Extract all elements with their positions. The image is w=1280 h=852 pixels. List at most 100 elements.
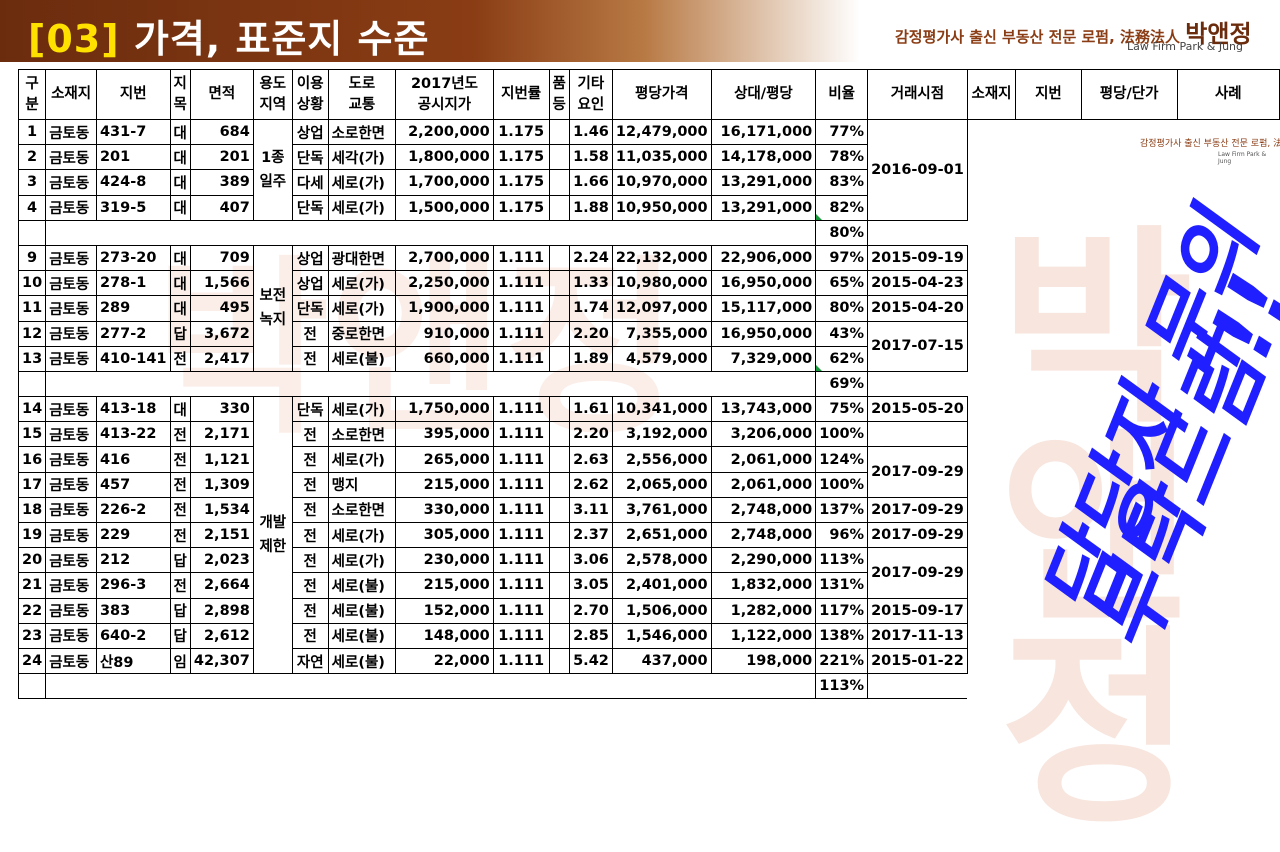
land-category: 답: [169, 622, 191, 649]
lot-number: 산89: [95, 647, 171, 675]
column-header: 소재지: [966, 69, 1017, 120]
table-row: 21 금토동 296-3 전 2,664 전 세로(불) 215,000 1.111 3.05 2,…: [17, 572, 1280, 599]
location: 금토동: [45, 521, 97, 549]
official-price: 2,250,000: [395, 270, 494, 297]
ratio: 80%: [815, 295, 869, 322]
empty-cell: [569, 219, 613, 246]
land-category: 대: [169, 194, 191, 221]
official-price: 148,000: [395, 622, 494, 649]
table-row: 4 금토동 319-5 대 407 단독 세로(가) 1,500,000 1.175 1.88 10…: [17, 194, 1280, 221]
location: 금토동: [45, 320, 97, 347]
column-header-label: 사례: [1214, 86, 1242, 102]
column-header: 2017년도 공시지가: [395, 69, 494, 120]
other-factor: 2.37: [568, 521, 613, 549]
table-row: 23 금토동 640-2 답 2,612 전 세로(불) 148,000 1.111 2.85 1,…: [17, 622, 1280, 649]
price-table: 구 분 소재지 지번 지 목 면적 용도 지역 이용 상황 도로 교통 2017년도 공시지가 지번률 품 등 기타…: [17, 69, 1280, 700]
ratio: 96%: [815, 521, 869, 549]
lot-rate: 1.111: [492, 270, 550, 297]
row-number: 1: [17, 118, 47, 146]
lot-number: 640-2: [95, 622, 171, 649]
official-price: 305,000: [395, 521, 494, 549]
area: 389: [189, 169, 254, 196]
grade: [548, 345, 570, 372]
empty-cell: [253, 673, 293, 700]
column-header: 용도 지역: [252, 69, 293, 120]
ratio: 137%: [815, 496, 869, 524]
relative-price: 15,117,000: [710, 295, 817, 322]
column-header-label: 소재지: [971, 86, 1012, 102]
other-factor: 2.70: [568, 597, 613, 624]
grade: [548, 496, 570, 524]
price-per-pyeong: 1,546,000: [611, 622, 712, 649]
row-number: 17: [17, 471, 47, 498]
empty-cell: [253, 219, 293, 246]
relative-price: 2,748,000: [710, 521, 817, 549]
land-use: 전: [291, 597, 329, 624]
column-header-label: 용도 지역: [259, 75, 287, 113]
grade: [548, 622, 570, 649]
lot-number: 289: [95, 295, 171, 322]
other-factor: 1.33: [568, 270, 613, 297]
price-per-pyeong: 10,341,000: [611, 396, 712, 423]
road-access: 세로(불): [327, 647, 397, 675]
zone-cell: 1종 일주: [252, 119, 293, 221]
table-row: 1 금토동 431-7 대 684 1종 일주 상업 소로한면 2,200,000 1.175 1.…: [17, 118, 1280, 221]
grade: [548, 320, 570, 347]
lot-rate: 1.111: [492, 547, 550, 574]
empty-cell: [292, 219, 329, 246]
zone-cell: 보전 녹지: [252, 244, 293, 372]
empty-cell: [170, 673, 191, 700]
other-factor: 1.74: [568, 295, 613, 322]
other-factor: 1.58: [568, 144, 613, 171]
lot-number: 212: [95, 547, 171, 574]
land-category: 대: [169, 244, 191, 272]
price-per-pyeong: 10,970,000: [611, 169, 712, 196]
transaction-date: 2015-04-20: [867, 295, 968, 322]
area: 1,534: [189, 496, 254, 524]
average-ratio: 69%: [815, 370, 869, 398]
price-per-pyeong: 2,651,000: [611, 521, 712, 549]
side-firm-subtitle: Law Firm Park & Jung: [1218, 151, 1267, 165]
row-number: 15: [17, 421, 47, 448]
area: 709: [189, 244, 254, 272]
table-row: 24 금토동 산89 임 42,307 자연 세로(불) 22,000 1.111 5.42 437…: [17, 647, 1280, 675]
land-category: 전: [169, 471, 191, 498]
area: 42,307: [189, 647, 254, 675]
location: 금토동: [45, 471, 97, 498]
empty-cell: [45, 673, 97, 700]
section-title: 가격, 표준지 수준: [133, 17, 430, 61]
land-category: 답: [169, 597, 191, 624]
grade: [548, 396, 570, 423]
land-use: 전: [291, 547, 329, 574]
grade: [548, 144, 570, 171]
lot-rate: 1.111: [492, 622, 550, 649]
relative-price: 16,171,000: [710, 118, 817, 146]
location: 금토동: [45, 244, 97, 272]
other-factor: 3.06: [568, 547, 613, 574]
row-number: 23: [17, 622, 47, 649]
zone-cell: 개발 제한: [252, 396, 293, 675]
official-price: 330,000: [395, 496, 494, 524]
land-category: 전: [169, 496, 191, 524]
area: 2,023: [189, 547, 254, 574]
column-header: 이용 상황: [291, 69, 329, 120]
road-access: 세로(가): [327, 396, 397, 423]
empty-cell: [170, 370, 191, 398]
other-factor: 2.85: [568, 622, 613, 649]
land-use: 전: [291, 471, 329, 498]
lot-number: 277-2: [95, 320, 171, 347]
lot-rate: 1.111: [492, 521, 550, 549]
other-factor: 2.20: [568, 421, 613, 448]
official-price: 660,000: [395, 345, 494, 372]
grade: [548, 169, 570, 196]
road-access: 세로(가): [327, 521, 397, 549]
price-per-pyeong: 22,132,000: [611, 244, 712, 272]
grade: [548, 446, 570, 473]
lot-rate: 1.111: [492, 421, 550, 448]
empty-cell: [17, 370, 47, 398]
area: 1,121: [189, 446, 254, 473]
section-number: [03]: [28, 17, 120, 61]
row-number: 22: [17, 597, 47, 624]
column-header-label: 지번률: [501, 86, 542, 102]
